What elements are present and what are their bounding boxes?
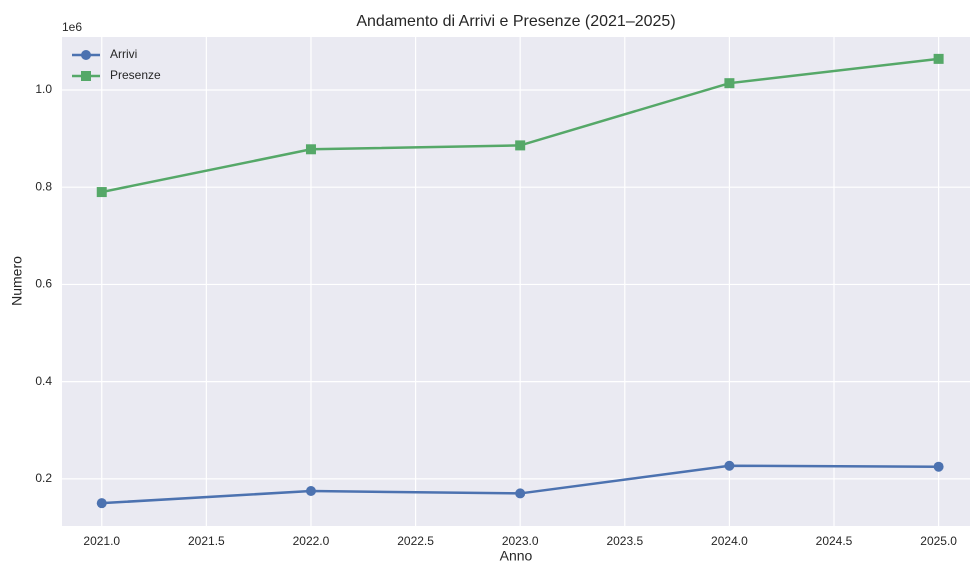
x-tick-label: 2021.0 — [83, 534, 120, 548]
data-point — [305, 486, 316, 497]
x-tick-label: 2025.0 — [920, 534, 957, 548]
y-tick-label: 1.0 — [35, 82, 52, 96]
data-point — [515, 488, 526, 499]
plot-area — [62, 37, 970, 526]
x-tick-label: 2023.0 — [502, 534, 539, 548]
y-tick-label: 0.6 — [35, 277, 52, 291]
legend-marker — [81, 71, 91, 81]
data-point — [305, 144, 316, 155]
x-tick-label: 2023.5 — [606, 534, 643, 548]
x-tick-label: 2022.5 — [397, 534, 434, 548]
x-tick-label: 2024.0 — [711, 534, 748, 548]
data-point — [96, 187, 107, 198]
x-tick-label: 2022.0 — [293, 534, 330, 548]
data-point — [933, 53, 944, 64]
y-tick-label: 0.8 — [35, 179, 52, 193]
data-point — [515, 140, 526, 151]
legend-label: Presenze — [110, 68, 161, 82]
legend-marker — [81, 50, 91, 60]
x-axis-label: Anno — [500, 548, 533, 564]
x-tick-label: 2021.5 — [188, 534, 225, 548]
data-point — [724, 78, 735, 89]
legend-label: Arrivi — [110, 47, 137, 61]
y-tick-label: 0.4 — [35, 374, 52, 388]
offset-label: 1e6 — [62, 20, 82, 34]
y-axis-label: Numero — [9, 256, 25, 306]
data-point — [933, 461, 944, 472]
y-tick-label: 0.2 — [35, 471, 52, 485]
x-tick-label: 2024.5 — [816, 534, 853, 548]
chart-title: Andamento di Arrivi e Presenze (2021–202… — [356, 13, 675, 30]
data-point — [96, 498, 107, 509]
data-point — [724, 460, 735, 471]
